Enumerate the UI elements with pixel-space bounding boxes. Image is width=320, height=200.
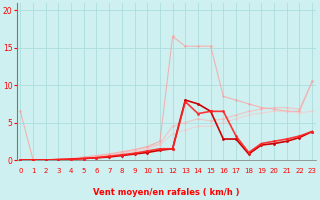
X-axis label: Vent moyen/en rafales ( km/h ): Vent moyen/en rafales ( km/h ) xyxy=(93,188,239,197)
